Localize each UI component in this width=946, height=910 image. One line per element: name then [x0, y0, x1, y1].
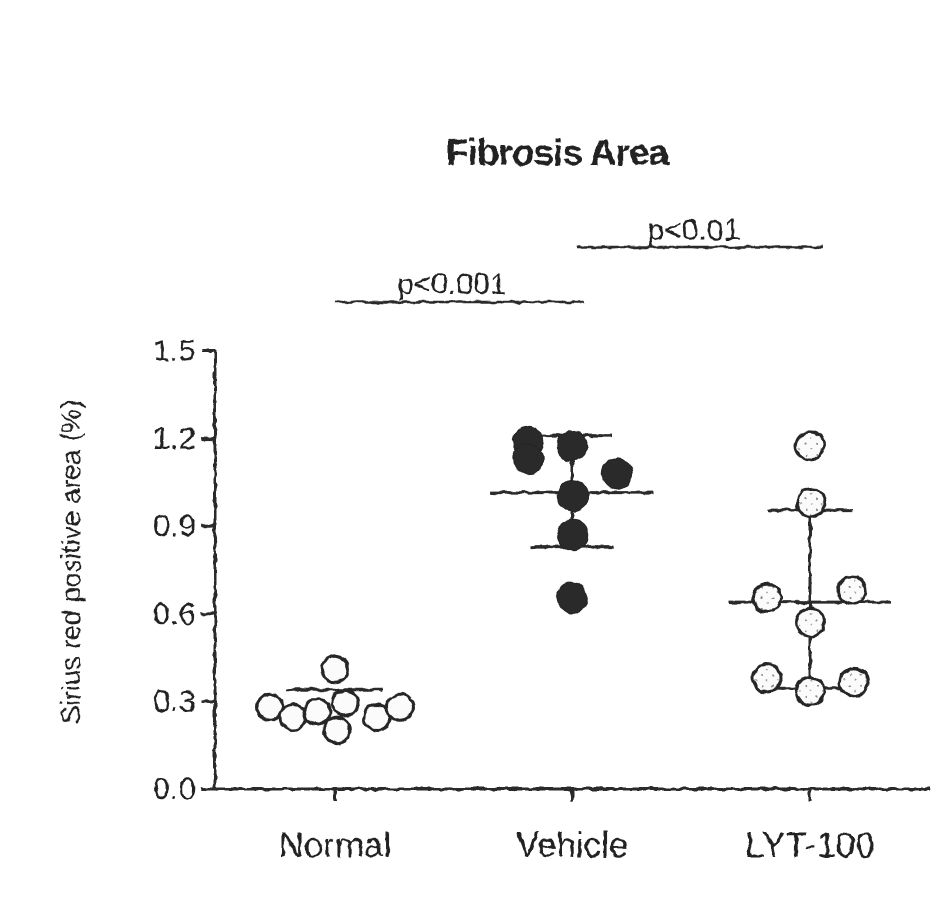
significance-label: p<0.001 [397, 268, 506, 301]
y-axis-label: Sirius red positive area (%) [56, 400, 86, 724]
data-point [794, 675, 826, 707]
significance-annotations: p<0.001 p<0.01 [335, 214, 823, 304]
x-category-label: Vehicle [516, 826, 629, 865]
scatter-group-normal [255, 654, 415, 746]
data-point [557, 479, 589, 512]
data-point [322, 716, 352, 746]
y-tick-label: 0.3 [153, 683, 196, 718]
x-category-label: Normal [279, 826, 392, 865]
chart-title: Fibrosis Area [446, 132, 670, 173]
data-point [794, 430, 826, 462]
scatter-group-vehicle [512, 425, 633, 614]
data-point [278, 702, 308, 732]
data-point [836, 574, 868, 606]
x-category-label: LYT-100 [745, 826, 875, 865]
data-point [557, 519, 589, 551]
data-point [751, 582, 783, 614]
data-points [255, 425, 870, 746]
y-tick-label: 0.0 [153, 771, 196, 806]
data-point [795, 487, 827, 519]
scatter-group-lyt-100 [751, 430, 870, 707]
data-point [385, 692, 415, 722]
significance-annotation: p<0.001 [335, 268, 583, 304]
mean-sd-lines [287, 434, 891, 692]
y-tick-label: 1.5 [153, 333, 196, 368]
data-point [601, 457, 633, 490]
y-tick-label: 0.6 [153, 596, 196, 631]
data-point [838, 666, 870, 698]
data-point [751, 662, 783, 694]
axes: 0.0 0.3 0.6 0.9 1.2 1.5 Normal Vehicle LYT-100 [153, 333, 930, 865]
data-point [556, 581, 588, 614]
data-point [556, 430, 588, 462]
data-point [330, 688, 360, 718]
data-point [794, 607, 826, 639]
data-point [320, 654, 350, 684]
y-tick-label: 0.9 [153, 508, 196, 543]
significance-annotation: p<0.01 [577, 214, 823, 249]
data-point [512, 443, 544, 475]
significance-label: p<0.01 [648, 214, 741, 247]
data-point [302, 697, 332, 727]
y-tick-label: 1.2 [153, 421, 196, 456]
